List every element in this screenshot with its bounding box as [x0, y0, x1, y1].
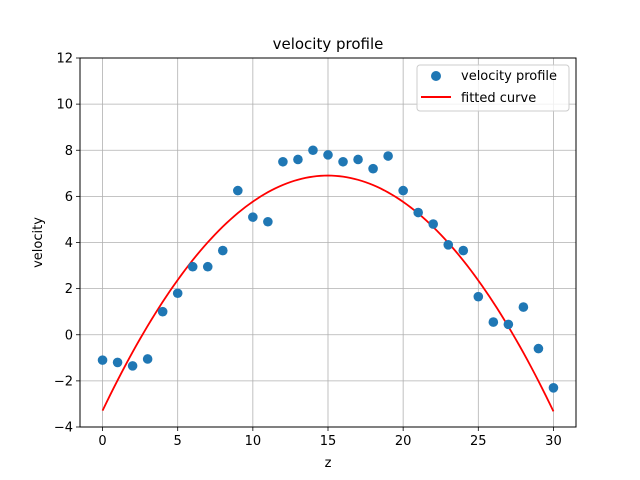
data-point	[202, 261, 213, 272]
data-point	[518, 302, 529, 312]
data-point	[157, 306, 168, 317]
data-point	[443, 240, 454, 250]
data-point	[217, 245, 228, 256]
data-point	[172, 288, 183, 299]
legend: velocity profile fitted curve	[416, 64, 570, 112]
y-tick-label: 10	[56, 98, 73, 113]
data-point	[233, 185, 243, 196]
x-axis-label: z	[325, 456, 332, 471]
y-axis-label: velocity	[31, 217, 46, 268]
y-tick-label: 4	[65, 236, 73, 251]
data-point	[488, 317, 499, 327]
data-point	[428, 219, 439, 229]
y-tick-label: 6	[65, 190, 73, 205]
y-tick-label: 12	[56, 52, 73, 67]
legend-marker-velocity-profile	[431, 71, 441, 81]
data-point	[398, 185, 408, 196]
x-tick-label: 25	[470, 434, 487, 449]
data-point	[263, 216, 273, 227]
data-point	[97, 355, 108, 365]
data-point	[323, 150, 333, 160]
x-tick-label: 5	[174, 434, 182, 449]
y-tick-label: 2	[65, 282, 73, 297]
y-tick-label: −4	[54, 421, 73, 436]
data-point	[548, 382, 559, 393]
fitted-curve-layer	[101, 174, 555, 412]
x-tick-label: 15	[320, 434, 337, 449]
x-tick-label: 20	[395, 434, 412, 449]
y-tick-label: −2	[54, 374, 73, 389]
data-point	[503, 319, 514, 330]
data-point	[353, 154, 363, 165]
chart-title: velocity profile	[273, 35, 384, 53]
data-point	[112, 357, 123, 368]
x-tick-label: 30	[545, 434, 562, 449]
scatter-points-layer	[97, 145, 559, 393]
data-point	[293, 154, 303, 165]
legend-label-velocity-profile: velocity profile	[461, 69, 557, 84]
data-point	[187, 261, 198, 272]
data-point	[338, 156, 348, 167]
x-tick-label: 0	[98, 434, 106, 449]
data-point	[368, 163, 378, 174]
data-point	[278, 156, 288, 167]
data-point	[383, 151, 393, 161]
y-tick-label: 8	[65, 144, 73, 159]
data-point	[142, 354, 153, 364]
y-tick-label: 0	[65, 328, 73, 343]
data-point	[458, 245, 469, 256]
legend-label-fitted-curve: fitted curve	[461, 91, 536, 106]
data-point	[308, 145, 318, 156]
data-point	[248, 212, 258, 222]
data-point	[533, 343, 544, 354]
data-point	[413, 207, 423, 218]
data-point	[127, 361, 138, 371]
fitted-curve-line	[101, 174, 555, 412]
x-tick-label: 10	[245, 434, 262, 449]
data-point	[473, 291, 484, 302]
legend-box	[416, 64, 570, 112]
axis-ticks: 0 5 10 15 20 25 30 −4 −2 0 2 4 6 8 10 12	[54, 52, 562, 450]
